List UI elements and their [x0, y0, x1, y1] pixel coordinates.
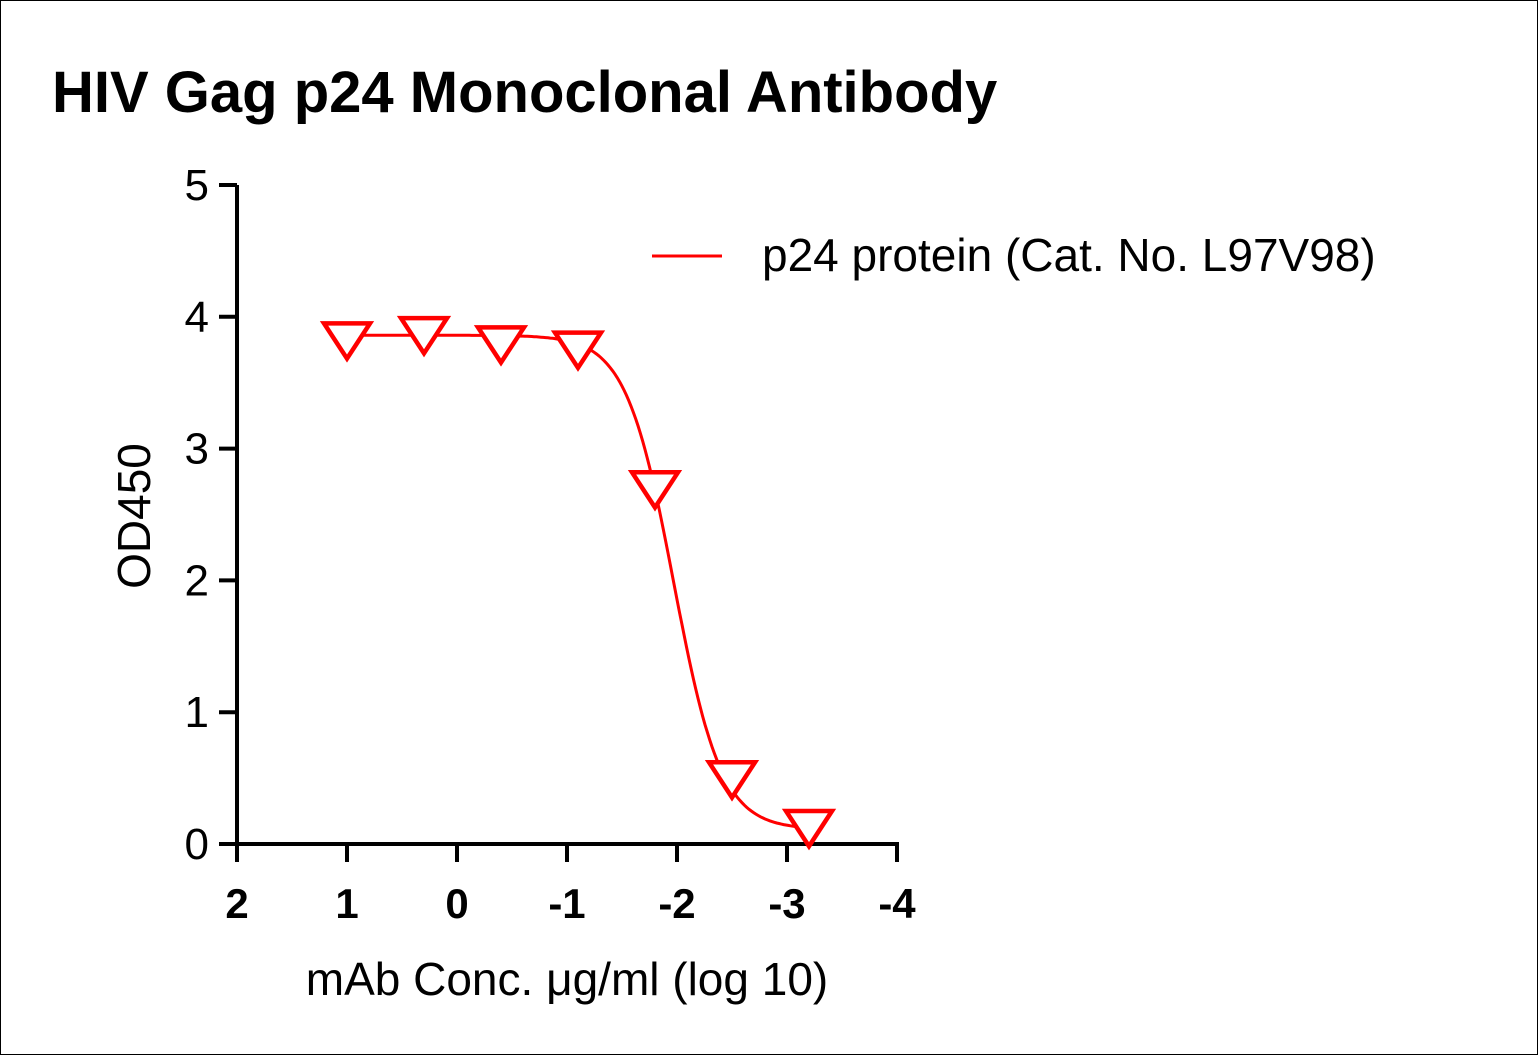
y-tick-label: 2	[185, 556, 209, 605]
x-tick-label: -4	[878, 880, 916, 927]
legend: p24 protein (Cat. No. L97V98)	[652, 229, 1376, 281]
y-tick-label: 1	[185, 688, 209, 737]
y-tick-label: 5	[185, 161, 209, 210]
y-tick-label: 0	[185, 820, 209, 869]
data-point	[319, 321, 375, 363]
y-tick-label: 3	[185, 425, 209, 474]
x-tick-label: 0	[445, 880, 468, 927]
y-axis-label: OD450	[108, 443, 160, 589]
fit-curve	[347, 333, 810, 830]
data-point	[704, 760, 760, 802]
chart-title: HIV Gag p24 Monoclonal Antibody	[52, 60, 997, 125]
y-tick-label: 4	[185, 293, 209, 342]
legend-label: p24 protein (Cat. No. L97V98)	[762, 229, 1376, 281]
x-axis: 2 1 0 -1 -2 -3 -4	[225, 842, 916, 927]
data-point	[473, 325, 529, 367]
x-tick-label: -2	[658, 880, 695, 927]
x-tick-label: 2	[225, 880, 248, 927]
data-point	[627, 470, 683, 512]
data-point	[396, 315, 452, 358]
data-point	[550, 330, 606, 372]
x-axis-label: mAb Conc. μg/ml (log 10)	[306, 953, 828, 1005]
data-point	[781, 808, 837, 851]
x-tick-label: 1	[335, 880, 358, 927]
series-layer	[319, 315, 837, 851]
y-axis: 0 1 2 3 4 5	[185, 161, 239, 869]
x-tick-label: -3	[768, 880, 805, 927]
x-tick-label: -1	[548, 880, 585, 927]
